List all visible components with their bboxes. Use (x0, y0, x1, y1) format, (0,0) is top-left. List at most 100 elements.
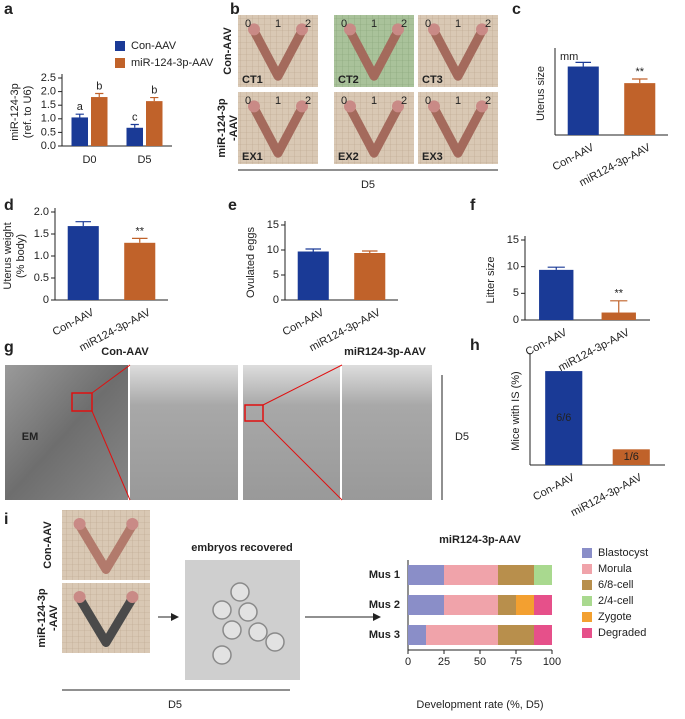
ruler-label: 1 (275, 18, 281, 30)
bar (539, 269, 574, 320)
y-tick-label: 15 (507, 234, 519, 246)
row-label: Con-AAV (42, 521, 54, 569)
ovary (476, 100, 488, 113)
y-axis-label: Litter size (485, 256, 497, 303)
ruler-label: 1 (371, 95, 377, 107)
panel-label: h (470, 337, 480, 354)
legend-swatch (582, 628, 592, 638)
uterus (75, 520, 137, 574)
panel-label: i (4, 511, 8, 528)
bar (91, 97, 108, 146)
x-tick-label: D5 (137, 154, 151, 166)
bar (71, 117, 88, 146)
em-image (130, 365, 238, 500)
bar-segment (408, 625, 426, 645)
y-tick-label: 2.5 (41, 72, 56, 84)
ovary (344, 100, 356, 113)
uterus (429, 103, 487, 158)
bar-segment (498, 625, 534, 645)
zoom-line (91, 364, 131, 394)
uterus (75, 593, 137, 647)
row-label: miR-124-3p (216, 98, 228, 158)
legend-swatch (582, 612, 592, 622)
embryo (238, 602, 258, 622)
bar-segment (534, 625, 552, 645)
error-bar (305, 248, 322, 252)
bar (297, 251, 329, 300)
bar (146, 101, 163, 146)
sample-label: EX1 (242, 151, 263, 163)
embryo (212, 645, 232, 665)
ovary (73, 518, 86, 530)
annotation: ** (635, 66, 644, 78)
bar-segment (426, 625, 498, 645)
error-bar (131, 237, 148, 243)
row-label: Con-AAV (222, 27, 234, 75)
panel-label: e (228, 197, 237, 214)
ruler-label: 2 (401, 95, 407, 107)
embryo (222, 620, 242, 640)
row-label: miR-124-3p (36, 588, 48, 648)
y-axis-label: (% body) (15, 234, 27, 278)
bar (354, 253, 386, 300)
legend-swatch (115, 41, 125, 51)
chart-title: miR124-3p-AAV (439, 534, 521, 546)
y-tick-label: 1.0 (41, 113, 56, 125)
ruler-label: 1 (455, 95, 461, 107)
bar-segment (516, 595, 534, 615)
bar-segment (498, 565, 534, 585)
annotation: c (132, 111, 138, 123)
error-bar (631, 78, 648, 84)
x-tick-label: D0 (82, 154, 96, 166)
zoom-box (244, 404, 264, 422)
annotation: ** (135, 225, 144, 237)
bar-segment (444, 595, 498, 615)
ruler-label: 2 (485, 95, 491, 107)
y-tick-label: 2.0 (41, 86, 56, 98)
bar-segment (408, 565, 444, 585)
x-tick-label: Con-AAV (531, 471, 577, 503)
ruler-label: 0 (425, 18, 431, 30)
ovary (126, 591, 139, 603)
uterus (345, 26, 403, 81)
y-axis-label: Uterus weight (2, 222, 14, 289)
y-tick-label: 0 (273, 294, 279, 306)
legend-label: miR-124-3p-AAV (131, 57, 214, 69)
bar (126, 127, 143, 146)
zoom-line (262, 420, 343, 501)
ruler-label: 1 (455, 18, 461, 30)
row-label: -AAV (228, 114, 240, 141)
error-bar (95, 92, 104, 98)
x-tick-label: Con-AAV (524, 326, 570, 358)
annotation: b (96, 80, 102, 92)
bar-segment (498, 595, 516, 615)
y-tick-label: 10 (507, 261, 519, 273)
y-tick-label: 10 (267, 244, 279, 256)
ovary (126, 518, 139, 530)
em-image (5, 365, 128, 500)
bar (545, 371, 583, 465)
y-tick-label: 0.0 (41, 140, 56, 152)
bar (67, 226, 99, 300)
ovary (296, 23, 308, 36)
sample-label: CT2 (338, 74, 359, 86)
legend-swatch (582, 596, 592, 606)
ovary (392, 23, 404, 36)
em-image (342, 365, 432, 500)
embryo (212, 600, 232, 620)
ruler-label: 0 (245, 95, 251, 107)
bar (601, 312, 636, 320)
uterus (249, 26, 307, 81)
y-axis-label: Uterus size (535, 66, 547, 121)
time-label: D5 (455, 431, 469, 443)
legend-label: 2/4-cell (598, 595, 633, 607)
caption: embryos recovered (191, 542, 293, 554)
y-tick-label: 1.0 (34, 250, 49, 262)
ovary (248, 23, 260, 36)
y-tick-label: 0.5 (34, 272, 49, 284)
y-axis-label: Mice with IS (%) (510, 371, 522, 450)
zoom-box (71, 392, 93, 412)
ruler-label: 2 (401, 18, 407, 30)
bar-segment (408, 595, 444, 615)
ovary (392, 100, 404, 113)
